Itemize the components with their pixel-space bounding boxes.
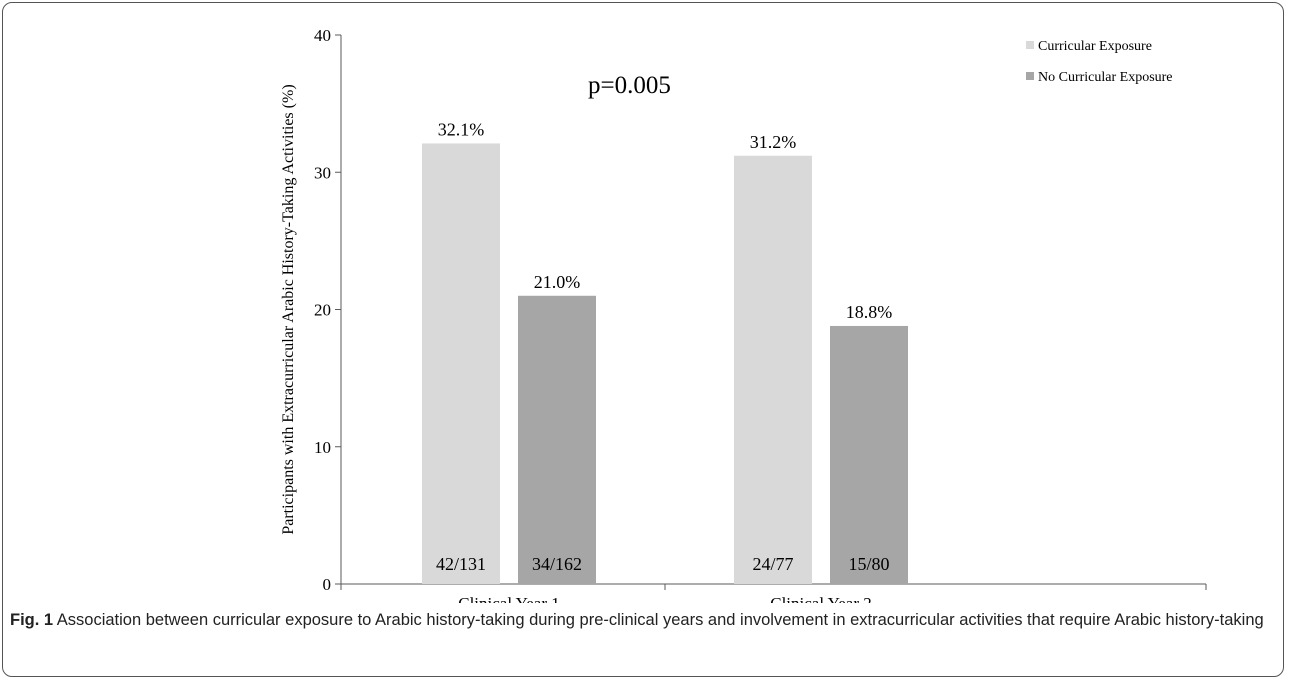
caption-label: Fig. 1: [10, 611, 54, 629]
figure-caption: Fig. 1 Association between curricular ex…: [10, 609, 1285, 631]
bar-value-label: 32.1%: [438, 119, 485, 139]
legend-label: No Curricular Exposure: [1038, 70, 1173, 85]
bar-value-label: 21.0%: [534, 272, 581, 292]
bar: [734, 155, 812, 584]
bar-count-label: 15/80: [848, 554, 889, 574]
bar-count-label: 42/131: [436, 554, 486, 574]
legend-swatch: [1026, 41, 1034, 49]
y-tick-label: 20: [314, 301, 331, 320]
chart-legend: Curricular Exposure No Curricular Exposur…: [1026, 39, 1173, 85]
bar-value-label: 18.8%: [846, 302, 893, 322]
bar: [830, 325, 908, 584]
y-tick-label: 40: [314, 26, 331, 45]
y-tick-label: 10: [314, 438, 331, 457]
chart-labels: 32.1% 42/131 31.2% 24/77 21.0% 34/162 18.8% 15/…: [436, 72, 892, 574]
x-category-label: Clinical Year 1: [458, 594, 560, 603]
y-axis-title: Participants with Extracurricular Arabic…: [280, 84, 297, 534]
chart-axes: 0 10 20 30 40 Clinical Year 1 Clinical Year 2 P…: [280, 26, 1207, 603]
caption-text: Association between curricular exposure …: [56, 611, 1264, 629]
y-tick-label: 30: [314, 163, 331, 182]
bar-count-label: 34/162: [532, 554, 582, 574]
bar-count-label: 24/77: [752, 554, 793, 574]
chart-bars: [422, 143, 908, 585]
y-tick-label: 0: [323, 575, 332, 594]
bar-chart: 0 10 20 30 40 Clinical Year 1 Clinical Year 2 P…: [280, 26, 1207, 603]
legend-label: Curricular Exposure: [1038, 39, 1152, 54]
bar: [518, 295, 596, 584]
bar: [422, 143, 500, 585]
p-value-annotation: p=0.005: [588, 72, 671, 99]
x-category-label: Clinical Year 2: [770, 594, 872, 603]
bar-value-label: 31.2%: [750, 132, 797, 152]
legend-swatch: [1026, 72, 1034, 80]
